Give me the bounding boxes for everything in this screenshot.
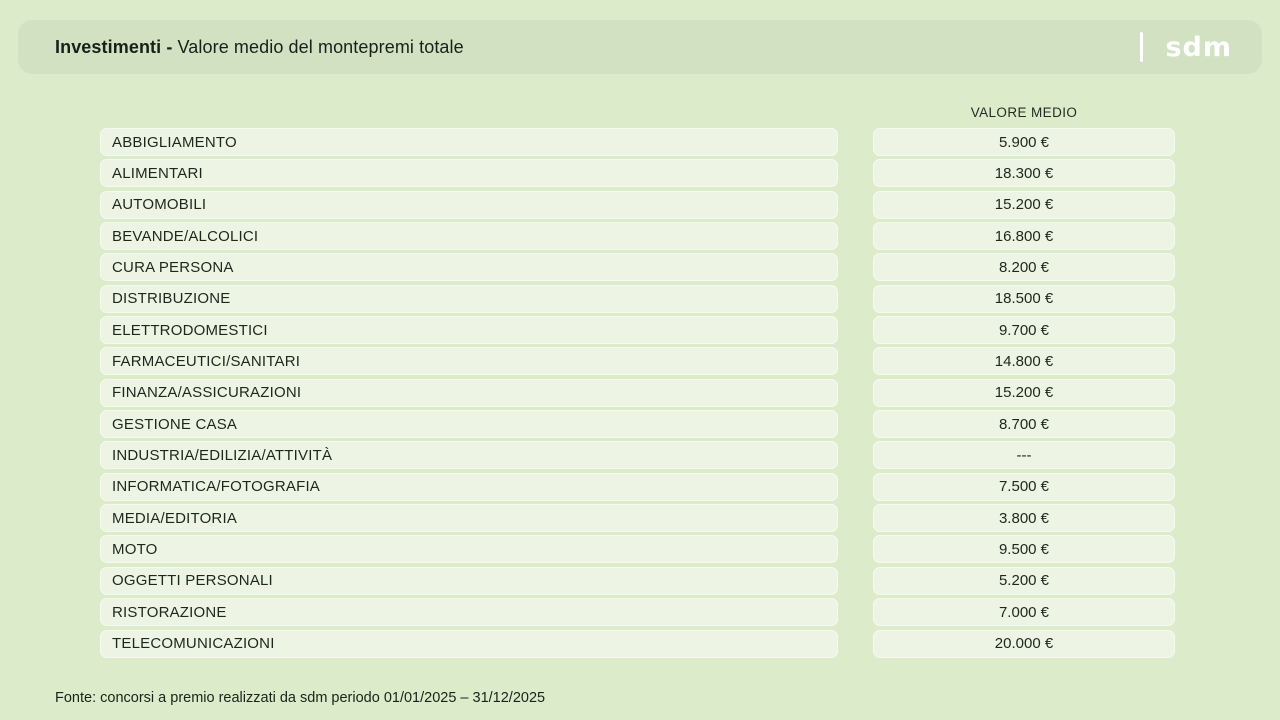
value-cell: 8.700 € <box>873 410 1175 439</box>
value-cell: 20.000 € <box>873 629 1175 658</box>
value-cell: --- <box>873 441 1175 470</box>
page-title: Investimenti - Valore medio del montepre… <box>55 37 464 58</box>
category-cell: ELETTRODOMESTICI <box>100 316 838 345</box>
value-cell: 15.200 € <box>873 378 1175 407</box>
header-bar: Investimenti - Valore medio del montepre… <box>18 20 1262 74</box>
category-cell: TELECOMUNICAZIONI <box>100 629 838 658</box>
value-cell: 18.300 € <box>873 159 1175 188</box>
category-cell: AUTOMOBILI <box>100 190 838 219</box>
table-row: MOTO 9.500 € <box>100 535 1175 564</box>
table-row: GESTIONE CASA 8.700 € <box>100 410 1175 439</box>
category-cell: INFORMATICA/FOTOGRAFIA <box>100 472 838 501</box>
source-note: Fonte: concorsi a premio realizzati da s… <box>55 690 546 706</box>
table-row: DISTRIBUZIONE 18.500 € <box>100 284 1175 313</box>
category-cell: GESTIONE CASA <box>100 410 838 439</box>
table-row: ALIMENTARI 18.300 € <box>100 159 1175 188</box>
value-cell: 7.000 € <box>873 598 1175 627</box>
table-row: RISTORAZIONE 7.000 € <box>100 598 1175 627</box>
category-cell: MEDIA/EDITORIA <box>100 504 838 533</box>
category-cell: RISTORAZIONE <box>100 598 838 627</box>
value-cell: 9.500 € <box>873 535 1175 564</box>
table-row: BEVANDE/ALCOLICI 16.800 € <box>100 222 1175 251</box>
sdm-logo: sdm <box>1165 31 1232 63</box>
value-column-header: VALORE MEDIO <box>970 105 1078 120</box>
value-cell: 8.200 € <box>873 253 1175 282</box>
table-row: FARMACEUTICI/SANITARI 14.800 € <box>100 347 1175 376</box>
table-row: INDUSTRIA/EDILIZIA/ATTIVITÀ --- <box>100 441 1175 470</box>
table-row: TELECOMUNICAZIONI 20.000 € <box>100 629 1175 658</box>
category-cell: FINANZA/ASSICURAZIONI <box>100 378 838 407</box>
table-row: FINANZA/ASSICURAZIONI 15.200 € <box>100 378 1175 407</box>
category-cell: MOTO <box>100 535 838 564</box>
category-cell: ALIMENTARI <box>100 159 838 188</box>
table-row: ABBIGLIAMENTO 5.900 € <box>100 128 1175 156</box>
table-row: MEDIA/EDITORIA 3.800 € <box>100 504 1175 533</box>
value-cell: 16.800 € <box>873 222 1175 251</box>
table-row: ELETTRODOMESTICI 9.700 € <box>100 316 1175 345</box>
value-cell: 7.500 € <box>873 472 1175 501</box>
category-cell: BEVANDE/ALCOLICI <box>100 222 838 251</box>
table-row: AUTOMOBILI 15.200 € <box>100 190 1175 219</box>
value-cell: 3.800 € <box>873 504 1175 533</box>
category-cell: ABBIGLIAMENTO <box>100 128 838 156</box>
table-row: CURA PERSONA 8.200 € <box>100 253 1175 282</box>
table-body: ABBIGLIAMENTO 5.900 € ALIMENTARI 18.300 € AU… <box>100 128 1175 658</box>
value-cell: 9.700 € <box>873 316 1175 345</box>
value-cell: 5.900 € <box>873 128 1175 156</box>
category-cell: OGGETTI PERSONALI <box>100 566 838 595</box>
brand-logo: sdm <box>1140 32 1232 63</box>
value-cell: 18.500 € <box>873 284 1175 313</box>
page-title-category: Investimenti - <box>55 36 173 57</box>
table-row: OGGETTI PERSONALI 5.200 € <box>100 566 1175 595</box>
category-cell: CURA PERSONA <box>100 253 838 282</box>
value-cell: 15.200 € <box>873 190 1175 219</box>
page-title-subtitle: Valore medio del montepremi totale <box>172 36 464 57</box>
value-cell: 5.200 € <box>873 566 1175 595</box>
value-cell: 14.800 € <box>873 347 1175 376</box>
logo-divider <box>1140 32 1144 62</box>
category-cell: INDUSTRIA/EDILIZIA/ATTIVITÀ <box>100 441 838 470</box>
table-row: INFORMATICA/FOTOGRAFIA 7.500 € <box>100 472 1175 501</box>
category-cell: FARMACEUTICI/SANITARI <box>100 347 838 376</box>
category-cell: DISTRIBUZIONE <box>100 284 838 313</box>
